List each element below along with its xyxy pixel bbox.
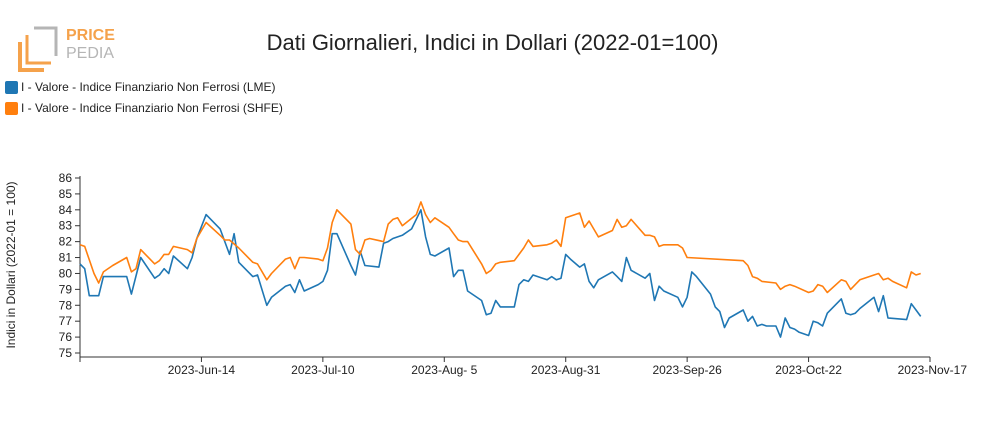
pricepedia-logo: PRICE PEDIA (18, 26, 115, 72)
series-line-shfe (79, 201, 921, 294)
series-line-lme (79, 209, 922, 338)
y-tick-label: 75 (59, 346, 73, 360)
x-tick-label: 2023-Nov-17 (898, 363, 968, 377)
x-tick-label: 2023-Jun-14 (168, 363, 236, 377)
y-tick-label: 83 (59, 219, 73, 233)
x-tick-label: 2023-Oct-22 (775, 363, 842, 377)
x-tick-label: 2023-Sep-26 (652, 363, 722, 377)
y-tick-label: 82 (59, 235, 73, 249)
x-tick-label: 2023-Aug-31 (531, 363, 601, 377)
legend-label-shfe: I - Valore - Indice Finanziario Non Ferr… (21, 101, 283, 115)
y-tick-label: 80 (59, 266, 73, 280)
legend-item-shfe[interactable]: I - Valore - Indice Finanziario Non Ferr… (5, 101, 283, 115)
logo-text-pedia: PEDIA (66, 45, 114, 62)
legend-label-lme: I - Valore - Indice Finanziario Non Ferr… (21, 80, 276, 94)
chart-title: Dati Giornalieri, Indici in Dollari (202… (266, 30, 719, 55)
y-tick-label: 78 (59, 298, 73, 312)
y-tick-label: 85 (59, 187, 73, 201)
y-tick-label: 77 (59, 314, 73, 328)
logo-text-price: PRICE (66, 27, 115, 44)
y-axis-label: Indici in Dollari (2022-01 = 100) (4, 181, 18, 348)
legend-swatch-lme (5, 80, 18, 94)
series-layer (79, 201, 922, 338)
y-tick-label: 76 (59, 330, 73, 344)
legend-item-lme[interactable]: I - Valore - Indice Finanziario Non Ferr… (5, 80, 276, 94)
y-tick-label: 86 (59, 171, 73, 185)
x-tick-label: 2023-Jul-10 (291, 363, 355, 377)
x-tick-label: 2023-Aug- 5 (411, 363, 477, 377)
y-tick-label: 81 (59, 251, 73, 265)
y-tick-label: 79 (59, 282, 73, 296)
y-tick-label: 84 (59, 203, 73, 217)
legend-swatch-shfe (5, 101, 18, 115)
